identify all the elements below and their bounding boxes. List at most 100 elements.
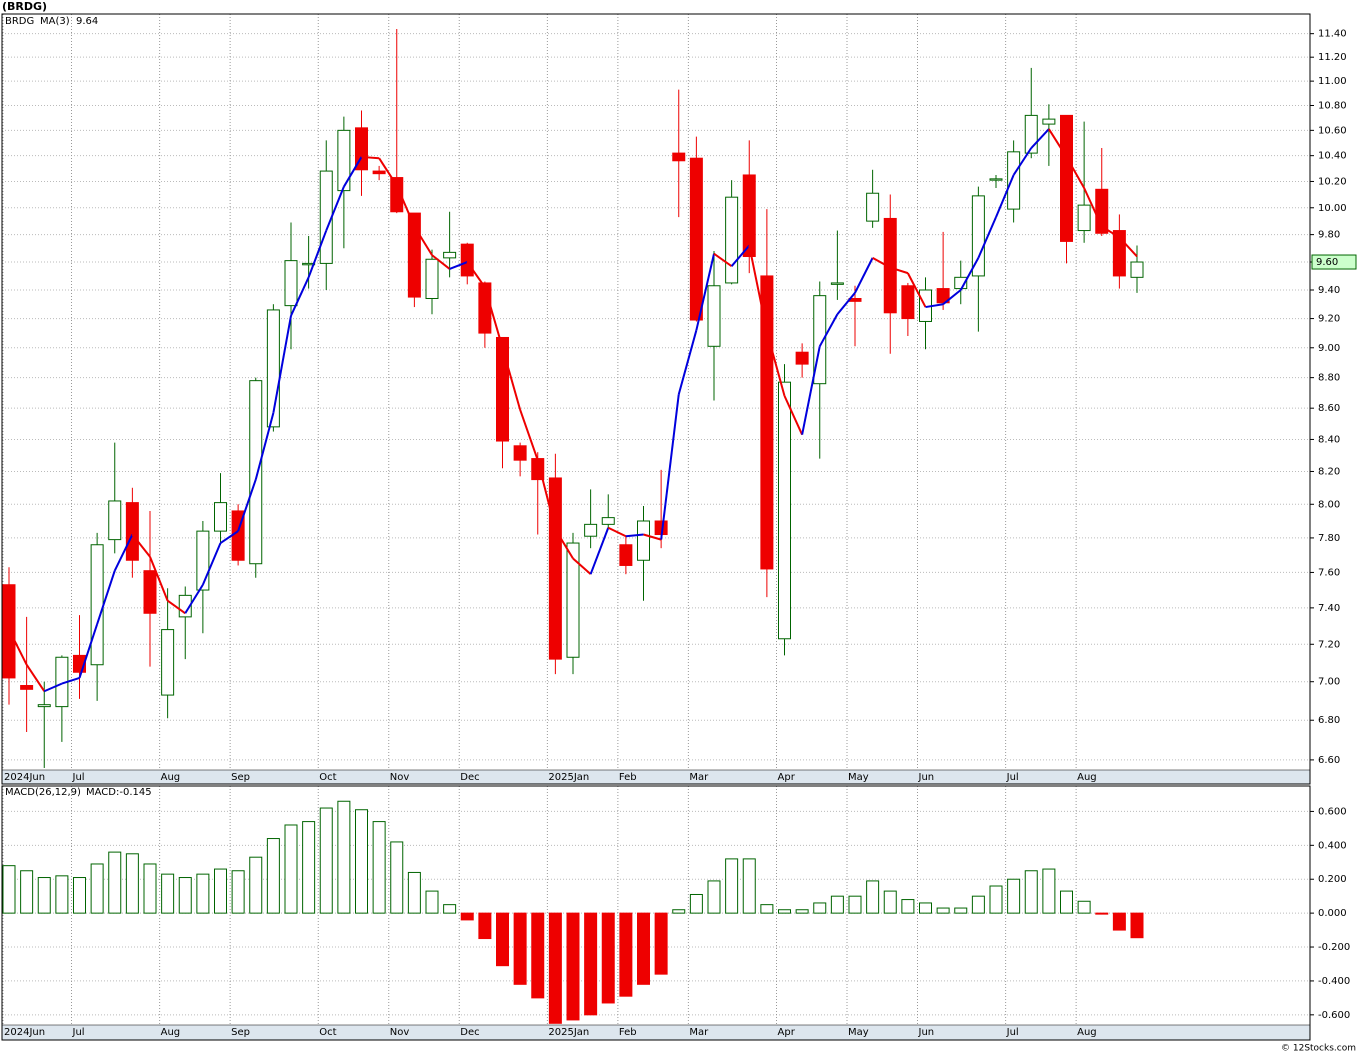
- candle-body: [689, 157, 703, 321]
- ma-segment: [290, 276, 310, 317]
- macd-bar: [1095, 912, 1109, 915]
- x-tick-label: Jul: [72, 772, 85, 783]
- macd-bar: [1130, 912, 1144, 939]
- y-tick-label: 8.20: [1318, 466, 1340, 477]
- candle-body: [108, 500, 122, 541]
- ma-segment: [361, 155, 380, 160]
- ma-segment: [942, 289, 962, 305]
- candle-body: [619, 544, 633, 566]
- ma-segment: [378, 157, 398, 186]
- macd-bar: [214, 868, 227, 914]
- ma-segment: [219, 530, 239, 544]
- y-tick-label: 9.40: [1318, 285, 1340, 296]
- macd-bar: [919, 902, 932, 914]
- macd-bar: [725, 858, 739, 914]
- macd-bar: [760, 904, 774, 914]
- ma-segment: [713, 252, 733, 267]
- ma-segment: [1083, 187, 1103, 227]
- ma-segment: [325, 186, 345, 231]
- y-tick-label: 11.00: [1318, 76, 1347, 87]
- ma-segment: [995, 174, 1015, 218]
- candle-body: [425, 258, 439, 300]
- ma-segment: [8, 629, 28, 666]
- y-tick-label: 6.60: [1318, 755, 1340, 766]
- candle-body: [637, 520, 650, 561]
- candle-body: [989, 178, 1003, 181]
- macd-bar: [90, 863, 104, 914]
- macd-bar: [407, 871, 421, 914]
- ma-segment: [677, 329, 698, 395]
- ma-segment: [625, 533, 644, 538]
- macd-bar: [20, 870, 34, 914]
- macd-bar: [478, 912, 492, 940]
- x-tick-label: Aug: [1077, 1027, 1097, 1038]
- macd-bar: [372, 821, 386, 914]
- candle-body: [548, 477, 562, 660]
- x-tick-label: Sep: [231, 772, 250, 783]
- x-tick-label: Apr: [778, 772, 796, 783]
- macd-bar: [584, 912, 598, 1016]
- macd-bar: [425, 890, 439, 914]
- y-tick-label: 10.00: [1318, 203, 1347, 214]
- candle-body: [407, 212, 421, 298]
- macd-bar: [689, 893, 703, 914]
- y-tick-label: 9.20: [1318, 314, 1340, 325]
- macd-bar: [266, 838, 280, 914]
- ma-segment: [78, 623, 99, 679]
- macd-bar: [125, 853, 139, 914]
- ma-segment: [307, 230, 328, 278]
- ma-segment: [501, 347, 522, 411]
- x-tick-label: Dec: [460, 772, 479, 783]
- x-tick-label: 2024Jun: [4, 772, 45, 783]
- candle-body: [37, 704, 51, 708]
- candle-body: [971, 195, 985, 277]
- candle-body: [513, 445, 527, 461]
- macd-bar: [813, 902, 827, 914]
- ma-segment: [96, 570, 116, 625]
- ma-segment: [818, 313, 839, 347]
- y-tick-label: 0.000: [1318, 908, 1347, 919]
- candle-body: [1130, 261, 1144, 278]
- candle-body: [707, 285, 721, 347]
- ma-segment: [131, 533, 151, 558]
- x-tick-label: Feb: [619, 772, 637, 783]
- ma-segment: [748, 245, 768, 332]
- macd-bar: [178, 877, 192, 914]
- ma-segment: [906, 272, 927, 308]
- ma-segment: [167, 599, 186, 615]
- legend-ticker: BRDG: [5, 16, 34, 27]
- candle-body: [20, 685, 34, 690]
- ma-segment: [1048, 128, 1068, 158]
- candle-body: [1077, 204, 1091, 232]
- ma-segment: [1118, 236, 1138, 258]
- macd-bar: [672, 909, 686, 914]
- ma-segment: [925, 303, 944, 309]
- ma-segment: [959, 257, 980, 291]
- macd-bar: [319, 807, 333, 914]
- candle-body: [196, 530, 210, 591]
- ma-segment: [1101, 225, 1120, 239]
- macd-bar: [795, 909, 809, 914]
- macd-bar: [619, 912, 633, 997]
- candle-body: [90, 544, 104, 666]
- x-tick-label: Jul: [72, 1027, 85, 1038]
- ma-segment: [272, 315, 292, 414]
- x-tick-label: Nov: [390, 1027, 410, 1038]
- ma-segment: [113, 534, 134, 572]
- y-tick-label: 0.600: [1318, 806, 1347, 817]
- footer: © 12Stocks.com: [1281, 1044, 1356, 1054]
- panel-border: [1, 13, 1311, 785]
- ma-segment: [61, 676, 80, 685]
- x-tick-label: 2024Jun: [4, 1027, 45, 1038]
- ma-segment: [395, 184, 416, 227]
- ma-segment: [783, 395, 804, 436]
- ma-segment: [184, 584, 204, 614]
- macd-bar: [548, 912, 562, 1024]
- candle-body: [161, 629, 175, 696]
- candle-body: [337, 129, 351, 192]
- x-tick-label: May: [848, 772, 869, 783]
- candle-body: [742, 174, 756, 257]
- macd-bar: [496, 912, 509, 967]
